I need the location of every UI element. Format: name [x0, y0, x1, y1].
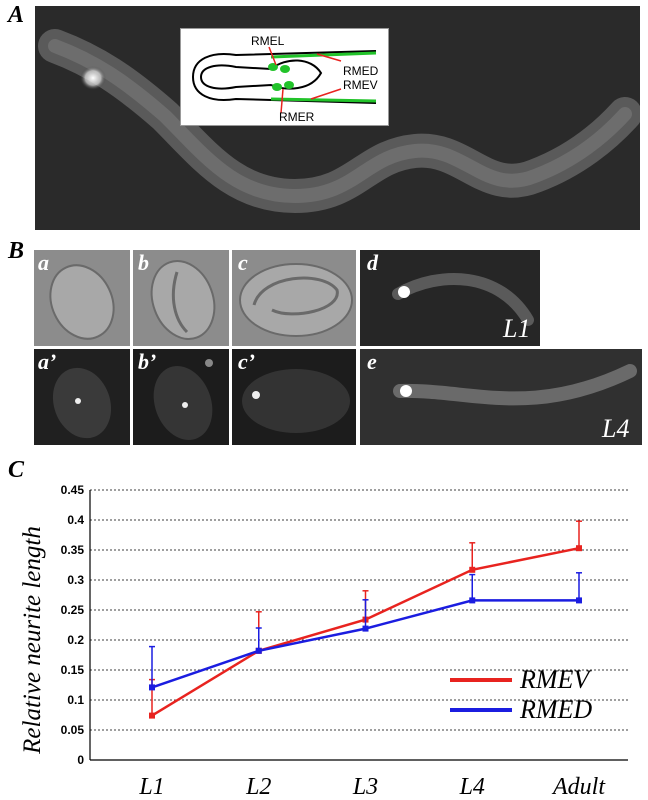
y-tick-label: 0.45: [61, 483, 85, 497]
label-b-prime: b’: [138, 349, 157, 374]
data-point-rmed: [362, 625, 369, 632]
inset-label-rmed: RMED: [343, 64, 379, 78]
embryo-fluor-c-prime: [232, 349, 356, 445]
data-point-rmed: [149, 684, 155, 691]
label-a: a: [38, 250, 49, 275]
panel-label-b: B: [8, 238, 25, 264]
label-a-prime: a’: [38, 349, 57, 374]
label-c: c: [238, 250, 248, 275]
stage-label-l4: L4: [602, 414, 630, 443]
panel-label-a: A: [8, 2, 25, 28]
label-d: d: [367, 250, 378, 275]
x-tick-label: Adult: [551, 774, 606, 800]
data-point-rmed: [469, 597, 476, 604]
embryo-dic-a: [34, 250, 130, 346]
data-point-rmev: [469, 566, 476, 573]
inset-label-rmel: RMEL: [251, 34, 285, 48]
data-point-rmed: [255, 647, 262, 654]
x-tick-label: L1: [138, 774, 164, 800]
inset-label-rmev: RMEV: [343, 78, 378, 92]
embryo-fluor-b-prime: [133, 349, 229, 445]
neurite-length-line-chart: 0 0.05 0.1 0.15 0.2 0.25 0.3 0.35 0.4 0.45 L1 L2 L3 L…: [19, 483, 628, 800]
x-tick-label: L2: [245, 774, 271, 800]
stage-label-l1: L1: [503, 314, 531, 343]
legend-label-rmed: RMED: [519, 695, 592, 724]
y-tick-label: 0.15: [61, 663, 85, 677]
y-tick-label: 0.2: [67, 633, 84, 647]
y-tick-label: 0: [77, 753, 84, 767]
legend: RMEV RMED: [450, 665, 592, 724]
x-tick-label: L3: [352, 774, 378, 800]
y-axis-label: Relative neurite length: [19, 526, 46, 755]
label-b: b: [138, 250, 149, 275]
embryo-dic-b: [133, 250, 229, 346]
y-tick-label: 0.25: [61, 603, 85, 617]
inset-label-rmer: RMER: [279, 110, 315, 124]
series-line-rmev: [151, 546, 580, 717]
legend-label-rmev: RMEV: [519, 665, 592, 694]
y-tick-label: 0.1: [67, 693, 84, 707]
larva-l4-image: [360, 349, 642, 445]
larva-l1-image: [360, 250, 540, 346]
label-c-prime: c’: [238, 349, 256, 374]
x-tick-label: L4: [459, 774, 485, 800]
head-neuron-schematic: RMEL RMED RMEV RMER: [180, 28, 389, 126]
data-point-rmev: [576, 545, 582, 552]
y-tick-label: 0.05: [61, 723, 85, 737]
y-tick-label: 0.35: [61, 543, 85, 557]
data-point-rmev: [149, 712, 155, 719]
label-e: e: [367, 349, 377, 374]
embryo-dic-c: [232, 250, 356, 346]
y-tick-label: 0.3: [67, 573, 84, 587]
data-point-rmed: [576, 597, 582, 604]
embryo-fluor-a-prime: [34, 349, 130, 445]
panel-label-c: C: [8, 457, 25, 483]
y-tick-label: 0.4: [67, 513, 84, 527]
